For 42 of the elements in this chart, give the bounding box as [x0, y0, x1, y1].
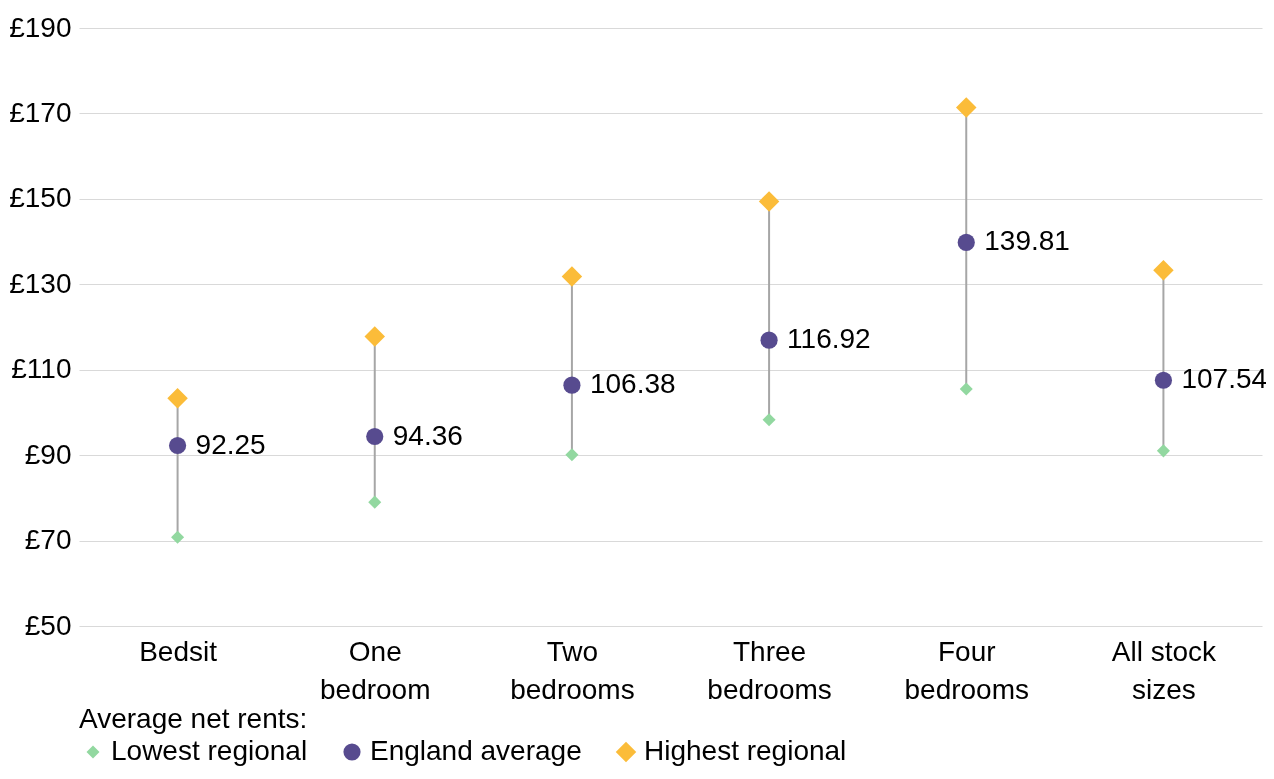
y-tick-label: £150 — [9, 182, 72, 214]
point — [956, 97, 977, 118]
point — [760, 331, 778, 349]
point — [1156, 444, 1170, 458]
point — [368, 495, 382, 509]
legend-title: Average net rents: — [79, 703, 308, 734]
x-tick-label: One bedroom — [319, 635, 431, 705]
data-label: 139.81 — [984, 225, 1070, 257]
point — [171, 530, 185, 544]
point — [565, 448, 579, 462]
point — [169, 436, 187, 455]
y-tick-label: £110 — [11, 353, 72, 385]
y-tick-label: £90 — [24, 438, 72, 470]
x-tick-label: Four bedrooms — [904, 635, 1030, 705]
data-label: 116.92 — [787, 323, 871, 355]
point — [957, 233, 975, 251]
legend-label: Lowest regional — [111, 735, 308, 766]
point — [1154, 371, 1172, 389]
data-label: 92.25 — [195, 428, 266, 460]
point — [563, 376, 581, 394]
point — [1153, 259, 1174, 281]
x-tick-label: All stock sizes — [1111, 635, 1218, 705]
data-label: 106.38 — [589, 368, 676, 400]
x-tick-label: Bedsit — [139, 635, 218, 667]
data-label: 94.36 — [392, 419, 463, 451]
point — [959, 382, 973, 396]
y-tick-label: £190 — [9, 11, 72, 43]
legend-label: Highest regional — [644, 735, 847, 766]
point — [364, 326, 385, 347]
y-tick-label: £70 — [24, 524, 72, 556]
point — [758, 191, 780, 212]
y-tick-label: £170 — [9, 96, 72, 128]
data-label: 107.54 — [1181, 363, 1268, 395]
x-tick-label: Two bedrooms — [510, 635, 635, 705]
legend-label: England average — [370, 735, 582, 766]
y-tick-label: £50 — [24, 609, 72, 641]
point — [167, 388, 188, 409]
y-tick-label: £130 — [9, 267, 72, 299]
point — [366, 427, 384, 446]
point — [561, 266, 583, 287]
point — [762, 413, 776, 427]
x-tick-label: Three bedrooms — [707, 635, 832, 705]
